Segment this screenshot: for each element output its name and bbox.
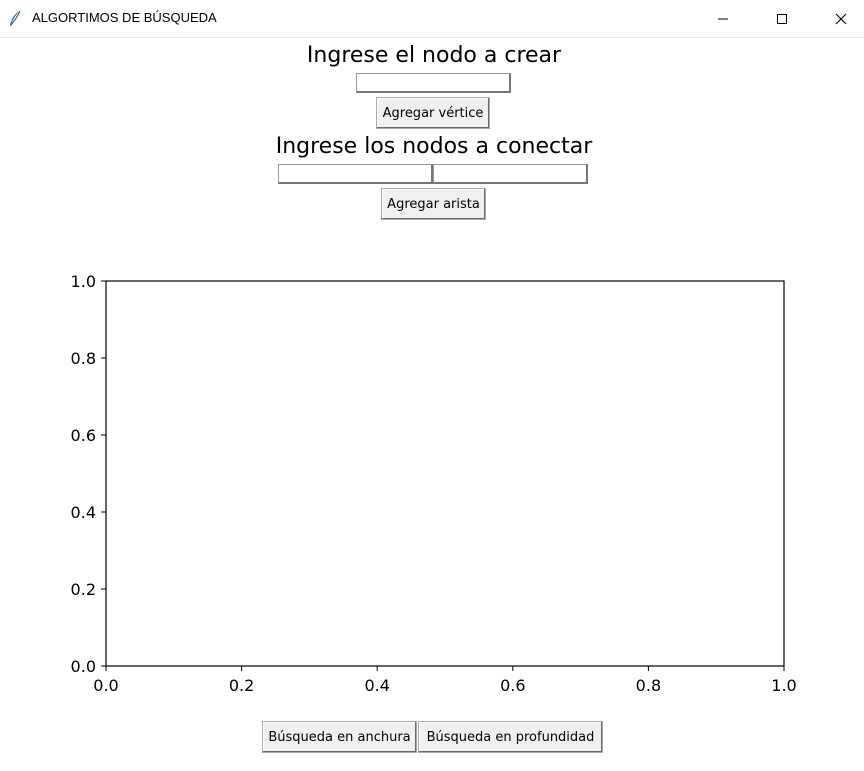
y-tick-label: 0.8 bbox=[71, 349, 96, 368]
plot-frame bbox=[105, 280, 785, 667]
create-node-heading: Ingrese el nodo a crear bbox=[306, 43, 562, 68]
connect-nodes-heading: Ingrese los nodos a conectar bbox=[275, 134, 593, 159]
add-vertex-button[interactable]: Agregar vértice bbox=[376, 97, 490, 129]
x-tick-label: 0.6 bbox=[500, 676, 525, 695]
bfs-search-button[interactable]: Búsqueda en anchura bbox=[262, 721, 417, 753]
x-tick-label: 0.4 bbox=[364, 676, 389, 695]
close-icon bbox=[835, 13, 847, 24]
maximize-button[interactable] bbox=[759, 0, 805, 37]
node-name-input[interactable] bbox=[356, 73, 511, 93]
graph-plot: 0.0 0.2 0.4 0.6 0.8 1.0 0.0 0.2 0.4 0.6 0.8 1.0 bbox=[71, 272, 797, 695]
maximize-icon bbox=[777, 13, 787, 24]
y-tick-label: 0.4 bbox=[71, 503, 96, 522]
target-node-input[interactable] bbox=[433, 164, 588, 184]
source-node-input[interactable] bbox=[278, 164, 433, 184]
title-bar: ALGORTIMOS DE BÚSQUEDA bbox=[0, 0, 864, 38]
y-tick-label: 0.2 bbox=[71, 580, 96, 599]
y-tick-label: 1.0 bbox=[71, 272, 96, 291]
dfs-search-button[interactable]: Búsqueda en profundidad bbox=[418, 721, 603, 753]
close-button[interactable] bbox=[818, 0, 864, 37]
feather-icon bbox=[10, 10, 21, 26]
minimize-icon bbox=[718, 18, 728, 19]
window-title: ALGORTIMOS DE BÚSQUEDA bbox=[32, 10, 217, 25]
x-tick-label: 0.8 bbox=[636, 676, 661, 695]
x-tick-label: 0.2 bbox=[229, 676, 254, 695]
x-tick-label: 1.0 bbox=[771, 676, 796, 695]
minimize-button[interactable] bbox=[700, 0, 746, 37]
y-tick-label: 0.6 bbox=[71, 426, 96, 445]
y-tick-label: 0.0 bbox=[71, 657, 96, 676]
add-edge-button[interactable]: Agregar arista bbox=[381, 188, 486, 220]
x-tick-label: 0.0 bbox=[93, 676, 118, 695]
